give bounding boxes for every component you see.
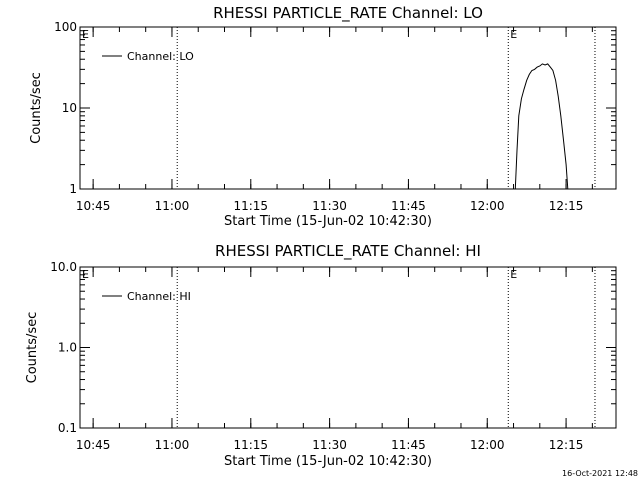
y-tick-label: 1.0 <box>58 341 77 355</box>
x-tick-label: 12:00 <box>470 438 505 452</box>
x-tick-label: 12:00 <box>470 199 505 213</box>
y-axis-label: Counts/sec <box>25 312 40 384</box>
x-tick-label: 11:30 <box>312 438 347 452</box>
legend-label: Channel: LO <box>127 50 194 63</box>
event-marker-label: E <box>510 268 517 281</box>
x-axis-label: Start Time (15-Jun-02 10:42:30) <box>224 214 432 229</box>
left-marker: E <box>82 268 89 281</box>
chart-panel-hi: RHESSI PARTICLE_RATE Channel: HI 0.1 1.0 10… <box>25 242 617 469</box>
event-marker-label: E <box>510 28 517 41</box>
y-tick-label: 1 <box>69 182 77 196</box>
footer-timestamp: 16-Oct-2021 12:48 <box>562 469 638 478</box>
x-axis-label: Start Time (15-Jun-02 10:42:30) <box>224 454 432 469</box>
x-tick-label: 11:45 <box>391 199 426 213</box>
x-tick-label: 11:45 <box>391 438 426 452</box>
x-tick-label: 10:45 <box>76 438 111 452</box>
series-line <box>514 63 569 190</box>
x-tick-label: 11:00 <box>155 199 190 213</box>
y-tick-label: 10.0 <box>50 260 77 274</box>
legend-label: Channel: HI <box>127 290 191 303</box>
x-tick-label: 12:15 <box>549 438 584 452</box>
chart-title: RHESSI PARTICLE_RATE Channel: LO <box>213 4 483 23</box>
chart-panel-lo: RHESSI PARTICLE_RATE Channel: LO 1 10 100 10… <box>29 4 617 229</box>
y-tick-label: 0.1 <box>58 421 77 435</box>
left-marker: E <box>82 28 89 41</box>
y-axis-label: Counts/sec <box>29 72 44 144</box>
x-tick-label: 11:30 <box>312 199 347 213</box>
chart-title: RHESSI PARTICLE_RATE Channel: HI <box>215 242 481 261</box>
x-tick-label: 12:15 <box>549 199 584 213</box>
x-tick-label: 11:15 <box>233 438 268 452</box>
x-tick-label: 11:15 <box>233 199 268 213</box>
x-tick-label: 10:45 <box>76 199 111 213</box>
x-tick-label: 11:00 <box>155 438 190 452</box>
y-tick-label: 10 <box>62 101 77 115</box>
y-tick-label: 100 <box>54 20 77 34</box>
